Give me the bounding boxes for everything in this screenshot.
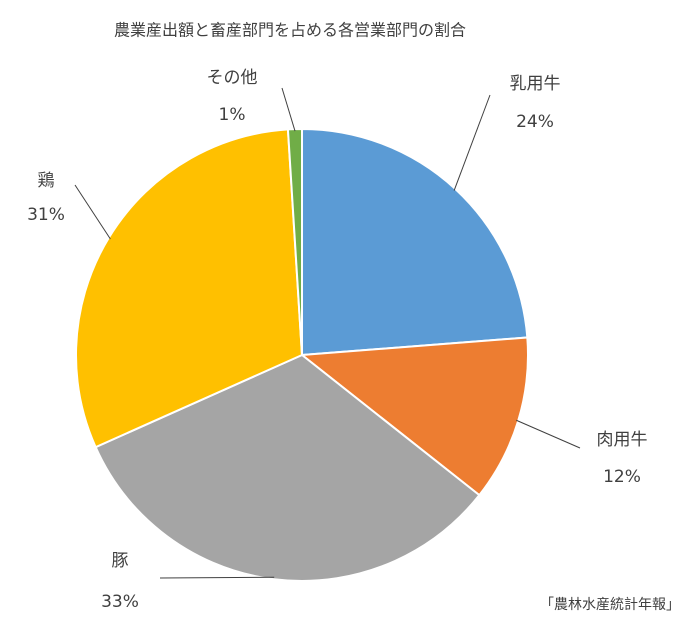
slice-label: 乳用牛 — [510, 74, 561, 94]
slice-label: その他 — [207, 68, 258, 88]
chart-title: 農業産出額と畜産部門を占める各営業部門の割合 — [114, 21, 466, 40]
slice-label: 豚 — [112, 551, 129, 571]
leader-line — [281, 87, 296, 132]
source-note: 「農林水産統計年報」 — [540, 597, 680, 613]
slice-label: 鶏 — [38, 171, 55, 191]
pie-slice — [94, 353, 481, 582]
value-label: 24% — [516, 112, 554, 132]
pie-slice — [301, 127, 529, 357]
pie-slice — [75, 128, 304, 449]
slice-label: 肉用牛 — [597, 430, 648, 450]
value-label: 31% — [27, 205, 65, 225]
value-label: 33% — [101, 592, 139, 612]
leader-line — [516, 419, 581, 449]
pie-slice — [286, 127, 303, 356]
leader-line — [453, 94, 491, 191]
leader-line — [74, 184, 111, 240]
leader-line — [159, 576, 275, 579]
value-label: 12% — [603, 467, 641, 487]
value-label: 1% — [219, 105, 246, 125]
